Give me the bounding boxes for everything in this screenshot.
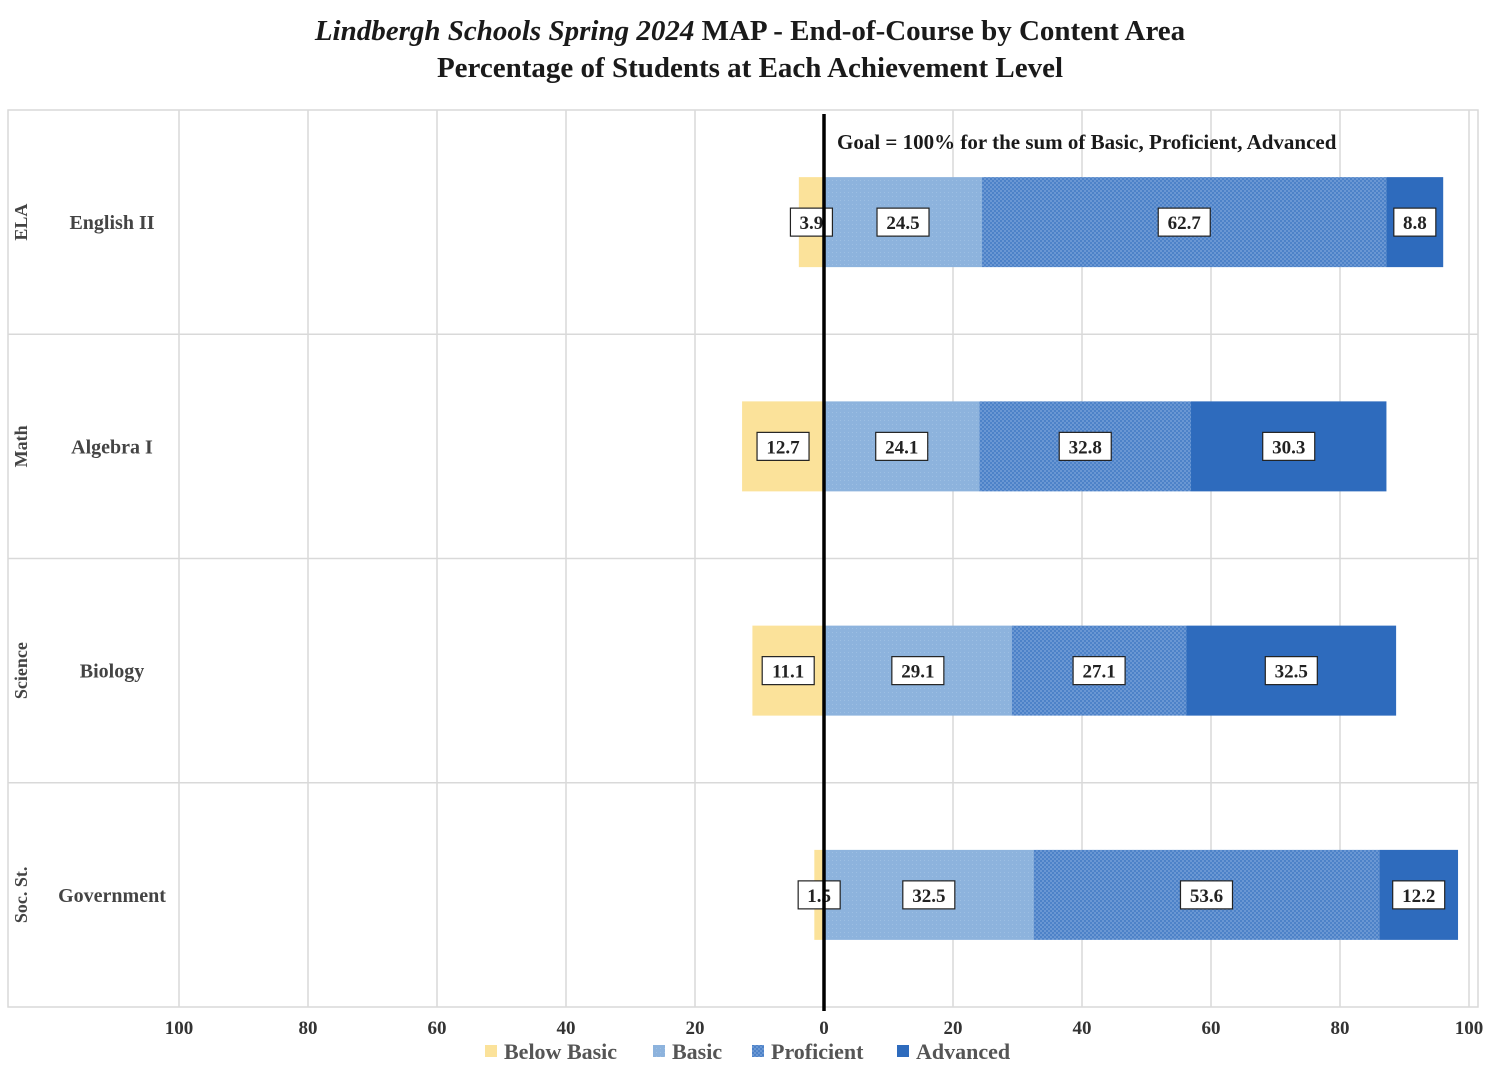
data-label-box xyxy=(1264,656,1318,686)
data-label-box xyxy=(756,431,810,461)
data-label: 12.7 xyxy=(766,437,800,458)
x-tick-label: 100 xyxy=(165,1018,194,1039)
bars-layer xyxy=(742,177,1459,940)
data-label: 24.1 xyxy=(885,437,918,458)
legend: Below Basic Basic Proficient Advanced xyxy=(485,1039,1010,1064)
data-label-box xyxy=(876,207,930,237)
x-tick-label: 40 xyxy=(1073,1018,1092,1039)
x-tick-label: 100 xyxy=(1455,1018,1484,1039)
data-label: 8.8 xyxy=(1403,213,1427,234)
legend-swatch-proficient xyxy=(752,1045,764,1057)
data-label-box xyxy=(1262,431,1316,461)
data-label-box xyxy=(1179,880,1234,910)
data-label-box xyxy=(1157,207,1211,237)
data-label: 1.5 xyxy=(807,886,831,907)
row-group-label: Math xyxy=(11,425,31,467)
x-tick-label: 20 xyxy=(944,1018,963,1039)
legend-label: Advanced xyxy=(916,1039,1010,1064)
data-label: 53.6 xyxy=(1190,886,1223,907)
x-tick-label: 0 xyxy=(819,1018,829,1039)
data-label: 29.1 xyxy=(901,662,934,683)
data-label-box xyxy=(875,431,929,461)
x-tick-label: 20 xyxy=(686,1018,705,1039)
axis-layer: 100 80 60 40 20 0 20 40 60 80 100 ELA English II Math… xyxy=(11,114,1483,1039)
data-label: 32.8 xyxy=(1069,437,1102,458)
row-course-label: Biology xyxy=(80,661,144,683)
data-label: 62.7 xyxy=(1168,213,1202,234)
x-tick-label: 60 xyxy=(428,1018,447,1039)
chart-title-line-1: Lindbergh Schools Spring 2024 MAP - End-… xyxy=(0,13,1500,49)
data-label-box xyxy=(1393,207,1437,237)
goal-annotation: Goal = 100% for the sum of Basic, Profic… xyxy=(837,130,1337,154)
x-tick-label: 40 xyxy=(557,1018,576,1039)
legend-label: Below Basic xyxy=(504,1039,617,1064)
row-course-label: English II xyxy=(69,212,154,234)
data-label: 3.9 xyxy=(800,213,824,234)
legend-swatch-below-basic xyxy=(485,1045,497,1057)
data-label: 11.1 xyxy=(772,662,804,683)
data-label-box xyxy=(761,656,815,686)
data-label-box xyxy=(1058,431,1112,461)
data-label: 32.5 xyxy=(912,886,945,907)
data-label-box xyxy=(1392,880,1446,910)
row-group-label: Soc. St. xyxy=(11,867,31,924)
row-group-label: ELA xyxy=(11,204,31,241)
chart-title-rest: MAP - End-of-Course by Content Area xyxy=(694,15,1186,47)
legend-label: Proficient xyxy=(771,1039,864,1064)
chart-title-italic: Lindbergh Schools Spring 2024 xyxy=(314,15,695,47)
data-label-box xyxy=(891,656,945,686)
chart-title-line-2: Percentage of Students at Each Achieveme… xyxy=(436,52,1064,84)
data-label-box xyxy=(797,880,841,910)
row-group-label: Science xyxy=(11,642,31,699)
legend-swatch-advanced xyxy=(897,1045,909,1057)
data-label: 30.3 xyxy=(1272,437,1305,458)
data-label-box xyxy=(902,880,956,910)
data-label: 12.2 xyxy=(1402,886,1435,907)
data-label-box xyxy=(1072,656,1126,686)
x-tick-label: 80 xyxy=(1331,1018,1350,1039)
data-labels-layer: 3.9 24.5 62.7 8.8 12.7 24.1 32.8 30.3 11.1 29.1 27… xyxy=(756,207,1446,910)
data-label: 24.5 xyxy=(886,213,919,234)
legend-swatch-basic xyxy=(653,1045,665,1057)
data-label: 32.5 xyxy=(1275,662,1308,683)
x-tick-label: 60 xyxy=(1202,1018,1221,1039)
legend-label: Basic xyxy=(672,1039,722,1064)
x-tick-label: 80 xyxy=(299,1018,318,1039)
row-course-label: Algebra I xyxy=(71,436,153,458)
data-label: 27.1 xyxy=(1082,662,1115,683)
row-course-label: Government xyxy=(58,885,166,907)
